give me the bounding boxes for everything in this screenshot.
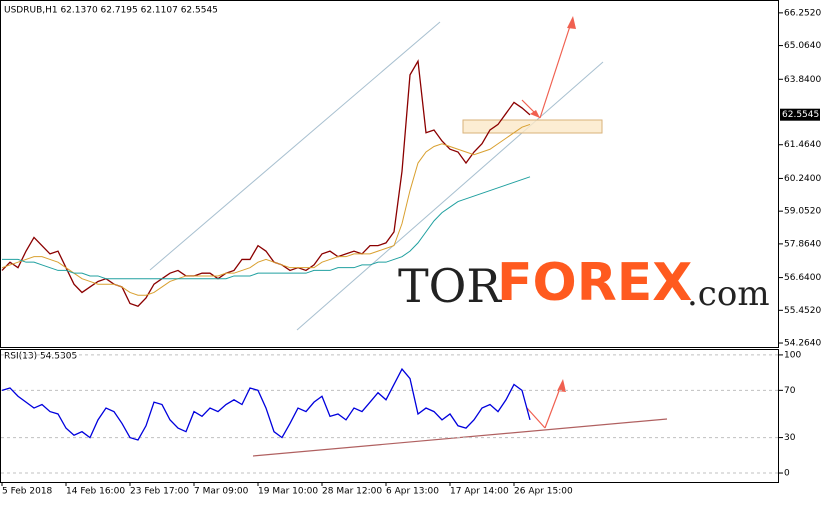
watermark-tor: TOR <box>398 259 502 313</box>
y-tick-label: 0 <box>784 469 790 479</box>
y-tick-label: 59.0520 <box>784 207 821 217</box>
y-tick-label: 30 <box>784 433 796 443</box>
arrow-head <box>557 379 566 392</box>
rsi-panel <box>0 349 779 483</box>
y-tick-label: 66.2520 <box>784 8 821 18</box>
rsi-title: RSI(13) 54.5305 <box>4 352 77 362</box>
x-tick-label: 6 Apr 13:00 <box>386 487 439 497</box>
channel-line <box>149 21 441 271</box>
y-tick-label: 55.4520 <box>784 306 821 316</box>
y-tick-label: 63.8400 <box>784 75 821 85</box>
y-tick-label: 56.6400 <box>784 273 821 283</box>
last-price-box <box>780 108 820 121</box>
watermark: TOR FOREX .com <box>398 253 770 314</box>
x-tick-label: 7 Mar 09:00 <box>194 487 249 497</box>
x-tick-label: 28 Mar 12:00 <box>322 487 382 497</box>
y-tick-label: 61.4640 <box>784 140 821 150</box>
main-panel <box>0 0 779 348</box>
price-line <box>1 367 531 441</box>
watermark-com: .com <box>687 274 770 314</box>
arrow <box>526 407 546 429</box>
chart-title: USDRUB,H1 62.1370 62.7195 62.1107 62.554… <box>4 6 218 16</box>
watermark-forex: FOREX <box>497 253 692 313</box>
channel-line <box>296 61 604 331</box>
zone-box <box>462 119 603 134</box>
y-tick-label: 100 <box>784 350 801 360</box>
x-tick-label: 19 Mar 10:00 <box>258 487 318 497</box>
y-tick-label: 70 <box>784 386 796 396</box>
series-line <box>2 176 531 280</box>
price-line <box>1 59 531 307</box>
y-tick-label: 54.2640 <box>784 339 821 349</box>
x-tick-label: 23 Feb 17:00 <box>130 487 189 497</box>
arrow-head <box>530 110 540 118</box>
y-tick-label: 57.8640 <box>784 239 821 249</box>
y-tick-label: 65.0640 <box>784 41 821 51</box>
last-price-label: 62.5545 <box>782 110 819 120</box>
x-tick-label: 14 Feb 16:00 <box>66 487 125 497</box>
x-tick-label: 26 Apr 15:00 <box>514 487 573 497</box>
series-line <box>1 123 531 296</box>
arrow <box>539 19 573 119</box>
y-tick-label: 60.2400 <box>784 174 821 184</box>
arrow-head <box>567 16 576 29</box>
x-tick-label: 5 Feb 2018 <box>2 487 53 497</box>
x-tick-label: 17 Apr 14:00 <box>450 487 509 497</box>
